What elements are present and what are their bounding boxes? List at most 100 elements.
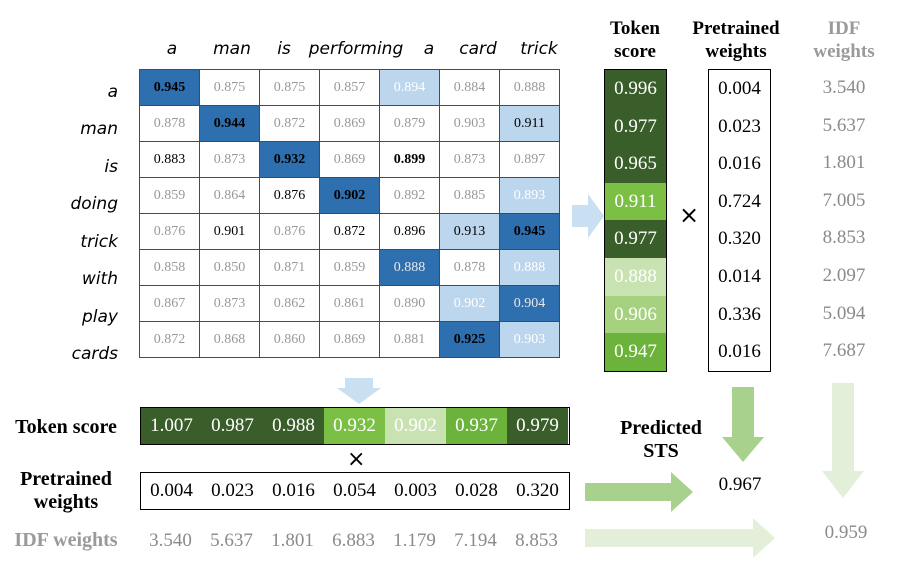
bottom-idf-cell: 1.179	[393, 530, 436, 551]
matrix-cell: 0.932	[259, 141, 320, 178]
matrix-cell: 0.861	[319, 285, 380, 322]
column-header: a	[423, 39, 435, 59]
bottom-token-score-cell: 0.937	[446, 408, 507, 444]
multiply-sign: ×	[679, 201, 700, 229]
matrix-cell: 0.888	[379, 249, 440, 286]
row-label: with	[81, 269, 118, 289]
matrix-cell: 0.897	[499, 141, 560, 178]
bottom-pretrained-label: Pretrained weights	[20, 468, 112, 513]
matrix-cell: 0.945	[139, 69, 200, 106]
matrix-row: 0.878 0.944 0.872 0.869 0.879 0.903 0.91…	[139, 105, 560, 142]
matrix-cell: 0.896	[379, 213, 440, 250]
token-score-cell: 0.947	[605, 333, 666, 371]
matrix-row: 0.883 0.873 0.932 0.869 0.899 0.873 0.89…	[139, 141, 560, 178]
matrix-cell: 0.913	[439, 213, 500, 250]
matrix-cell: 0.911	[499, 105, 560, 142]
idf-weights-column: 3.540 5.637 1.801 7.005 8.853 2.097 5.09…	[810, 69, 878, 372]
multiply-sign: ×	[347, 447, 366, 472]
matrix-cell: 0.875	[199, 69, 260, 106]
token-score-cell: 0.906	[605, 295, 666, 334]
matrix-cell: 0.892	[379, 177, 440, 214]
matrix-row: 0.945 0.875 0.875 0.857 0.894 0.884 0.88…	[139, 69, 560, 106]
bottom-pretrained-cell: 0.028	[455, 480, 498, 501]
matrix-cell: 0.850	[199, 249, 260, 286]
matrix-cell: 0.904	[499, 285, 560, 322]
matrix-cell: 0.893	[499, 177, 560, 214]
pretrained-weight-cell: 0.016	[718, 153, 761, 175]
pretrained-weights-title: Pretrained weights	[692, 18, 780, 62]
matrix-cell: 0.899	[379, 141, 440, 178]
matrix-cell: 0.869	[319, 321, 380, 358]
matrix-cell: 0.858	[139, 249, 200, 286]
matrix-cell: 0.862	[259, 285, 320, 322]
matrix-cell: 0.876	[139, 213, 200, 250]
matrix-cell: 0.903	[439, 105, 500, 142]
matrix-row: 0.872 0.868 0.860 0.869 0.881 0.925 0.90…	[139, 321, 560, 358]
row-label: doing	[70, 194, 118, 214]
bottom-idf-cell: 1.801	[271, 530, 314, 551]
matrix-cell: 0.944	[199, 105, 260, 142]
idf-weight-cell: 1.801	[822, 152, 866, 174]
matrix-cell: 0.879	[379, 105, 440, 142]
bottom-token-score-cell: 1.007	[141, 408, 202, 444]
matrix-cell: 0.873	[199, 141, 260, 178]
matrix-cell: 0.876	[259, 213, 320, 250]
bottom-token-score-cell: 0.987	[202, 408, 263, 444]
matrix-cell: 0.876	[259, 177, 320, 214]
matrix-row: 0.859 0.864 0.876 0.902 0.892 0.885 0.89…	[139, 177, 560, 214]
row-label: man	[80, 119, 118, 139]
matrix-cell: 0.878	[439, 249, 500, 286]
matrix-cell: 0.903	[499, 321, 560, 358]
matrix-row: 0.876 0.901 0.876 0.872 0.896 0.913 0.94…	[139, 213, 560, 250]
bottom-token-score-cell: 0.988	[263, 408, 324, 444]
idf-weight-cell: 7.687	[822, 340, 866, 362]
token-score-cell: 0.911	[605, 182, 666, 221]
matrix-cell: 0.869	[319, 141, 380, 178]
matrix-cell: 0.859	[139, 177, 200, 214]
matrix-cell: 0.873	[199, 285, 260, 322]
row-label: play	[82, 307, 118, 327]
matrix-cell: 0.945	[499, 213, 560, 250]
token-score-cell: 0.977	[605, 107, 666, 146]
matrix-cell: 0.857	[319, 69, 380, 106]
token-score-title: Token score	[610, 18, 660, 62]
arrow-down-icon	[822, 383, 864, 498]
pretrained-weight-cell: 0.320	[718, 228, 761, 250]
pretrained-weight-cell: 0.336	[718, 303, 761, 325]
matrix-cell: 0.878	[139, 105, 200, 142]
pretrained-weight-cell: 0.724	[718, 190, 761, 212]
matrix-cell: 0.902	[439, 285, 500, 322]
matrix-cell: 0.902	[319, 177, 380, 214]
column-header: a	[166, 39, 178, 59]
idf-weight-cell: 3.540	[822, 77, 866, 98]
matrix-cell: 0.859	[319, 249, 380, 286]
matrix-cell: 0.885	[439, 177, 500, 214]
idf-weight-cell: 8.853	[822, 227, 866, 249]
row-label: trick	[80, 232, 118, 252]
pretrained-weights-column: 0.004 0.023 0.016 0.724 0.320 0.014 0.33…	[708, 69, 771, 372]
matrix-cell: 0.867	[139, 285, 200, 322]
arrow-right-icon	[572, 194, 604, 238]
bottom-idf-cell: 3.540	[149, 530, 192, 551]
idf-weights-title: IDF weights	[813, 18, 875, 62]
arrow-down-icon	[722, 387, 764, 462]
matrix-cell: 0.875	[259, 69, 320, 106]
similarity-matrix: 0.945 0.875 0.875 0.857 0.894 0.884 0.88…	[139, 69, 560, 358]
predicted-sts-label: Predicted STS	[620, 417, 702, 462]
token-score-cell: 0.996	[605, 70, 666, 108]
bottom-pretrained-cell: 0.320	[516, 480, 559, 501]
matrix-cell: 0.868	[199, 321, 260, 358]
column-header: trick	[520, 39, 558, 59]
matrix-cell: 0.925	[439, 321, 500, 358]
predicted-sts-idf: 0.959	[824, 522, 868, 543]
token-score-cell: 0.977	[605, 220, 666, 258]
bottom-idf-row: 3.540 5.637 1.801 6.883 1.179 7.194 8.85…	[140, 522, 570, 560]
matrix-cell: 0.872	[139, 321, 200, 358]
matrix-cell: 0.888	[499, 249, 560, 286]
bottom-token-score-cell: 0.902	[385, 408, 446, 444]
bottom-pretrained-row: 0.004 0.023 0.016 0.054 0.003 0.028 0.32…	[140, 472, 570, 510]
bottom-pretrained-cell: 0.023	[211, 480, 254, 501]
column-header: is	[277, 39, 291, 59]
column-header: man	[213, 39, 251, 59]
matrix-cell: 0.888	[499, 69, 560, 106]
